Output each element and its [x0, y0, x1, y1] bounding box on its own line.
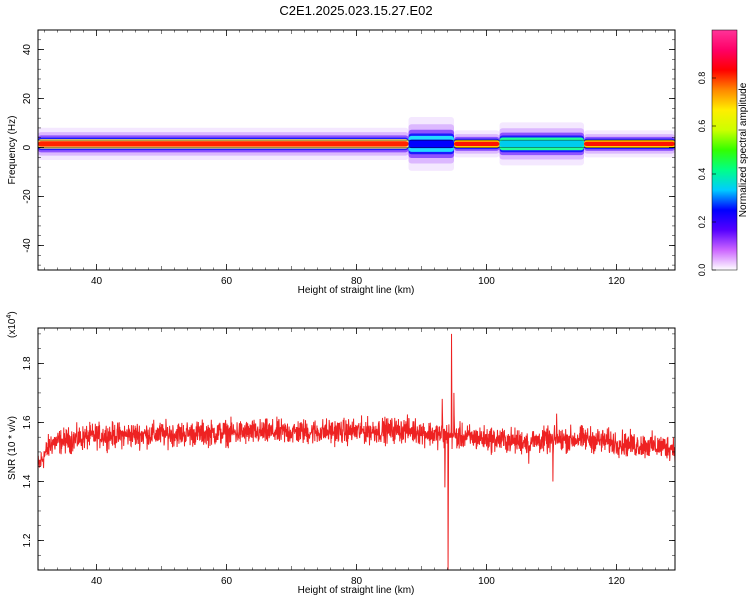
y-tick-label: 40 [22, 44, 33, 56]
figure-title: C2E1.2025.023.15.27.E02 [279, 3, 432, 18]
colorbar-tick-label: 0.0 [697, 264, 707, 277]
spectrogram-panel: 40 60 80 100 120 -40 -20 0 20 40 Height of strai… [7, 29, 676, 296]
snr-series-line [38, 333, 675, 570]
colorbar-tick-label: 0.2 [697, 216, 707, 229]
heatmap-band-layer [499, 140, 584, 148]
x-tick-label: 60 [221, 576, 233, 587]
snr-x-axis-label: Height of straight line (km) [298, 585, 415, 596]
x-tick-label: 40 [91, 276, 103, 287]
spectrogram-y-axis-label: Frequency (Hz) [7, 116, 18, 185]
x-tick-label: 120 [608, 576, 625, 587]
spectrogram-y-ticks: -40 -20 0 20 40 [22, 29, 675, 266]
snr-y-scale-note: (x104) [6, 311, 18, 338]
y-tick-label: 1.4 [22, 474, 33, 488]
heatmap-band-layer [584, 141, 675, 147]
y-tick-label: 0 [22, 144, 33, 150]
y-tick-label: -40 [22, 238, 33, 253]
x-tick-label: 60 [221, 276, 233, 287]
colorbar: 0.0 0.2 0.4 0.6 0.8 Normalized spectral ampl… [697, 29, 749, 277]
x-tick-label: 100 [478, 276, 495, 287]
x-tick-label: 40 [91, 576, 103, 587]
heatmap-band-layer [454, 141, 500, 147]
y-tick-label: 1.2 [22, 533, 33, 547]
heatmap-band-layer [408, 139, 454, 149]
x-tick-label: 80 [351, 576, 363, 587]
x-tick-label: 80 [351, 276, 363, 287]
spectrogram-x-ticks: 40 60 80 100 120 [44, 30, 669, 287]
colorbar-label: Normalized spectral amplitude [738, 82, 749, 217]
colorbar-ticks: 0.0 0.2 0.4 0.6 0.8 [697, 72, 716, 277]
x-tick-label: 100 [478, 576, 495, 587]
snr-panel: 40 60 80 100 120 1.2 1.4 1.6 1.8 Height of stra… [6, 311, 676, 596]
snr-y-ticks: 1.2 1.4 1.6 1.8 [22, 333, 675, 571]
snr-y-scale-exponent: 4 [6, 315, 13, 319]
colorbar-tick-label: 0.4 [697, 168, 707, 181]
snr-y-scale-prefix: (x10 [7, 318, 18, 338]
colorbar-tick-label: 0.6 [697, 120, 707, 133]
x-tick-label: 120 [608, 276, 625, 287]
snr-y-axis-label: SNR (10 * v/v) [7, 416, 18, 480]
heatmap-band-layer [38, 141, 409, 147]
colorbar-scale [711, 29, 738, 271]
spectrogram-x-axis-label: Height of straight line (km) [298, 285, 415, 296]
y-tick-label: 20 [22, 93, 33, 105]
y-tick-label: 1.8 [22, 356, 33, 370]
snr-x-ticks: 40 60 80 100 120 [44, 328, 669, 587]
spectrogram-heatmap [38, 116, 675, 171]
snr-plot-area [38, 328, 675, 570]
y-tick-label: 1.6 [22, 415, 33, 429]
y-tick-label: -20 [22, 189, 33, 204]
colorbar-tick-label: 0.8 [697, 72, 707, 85]
